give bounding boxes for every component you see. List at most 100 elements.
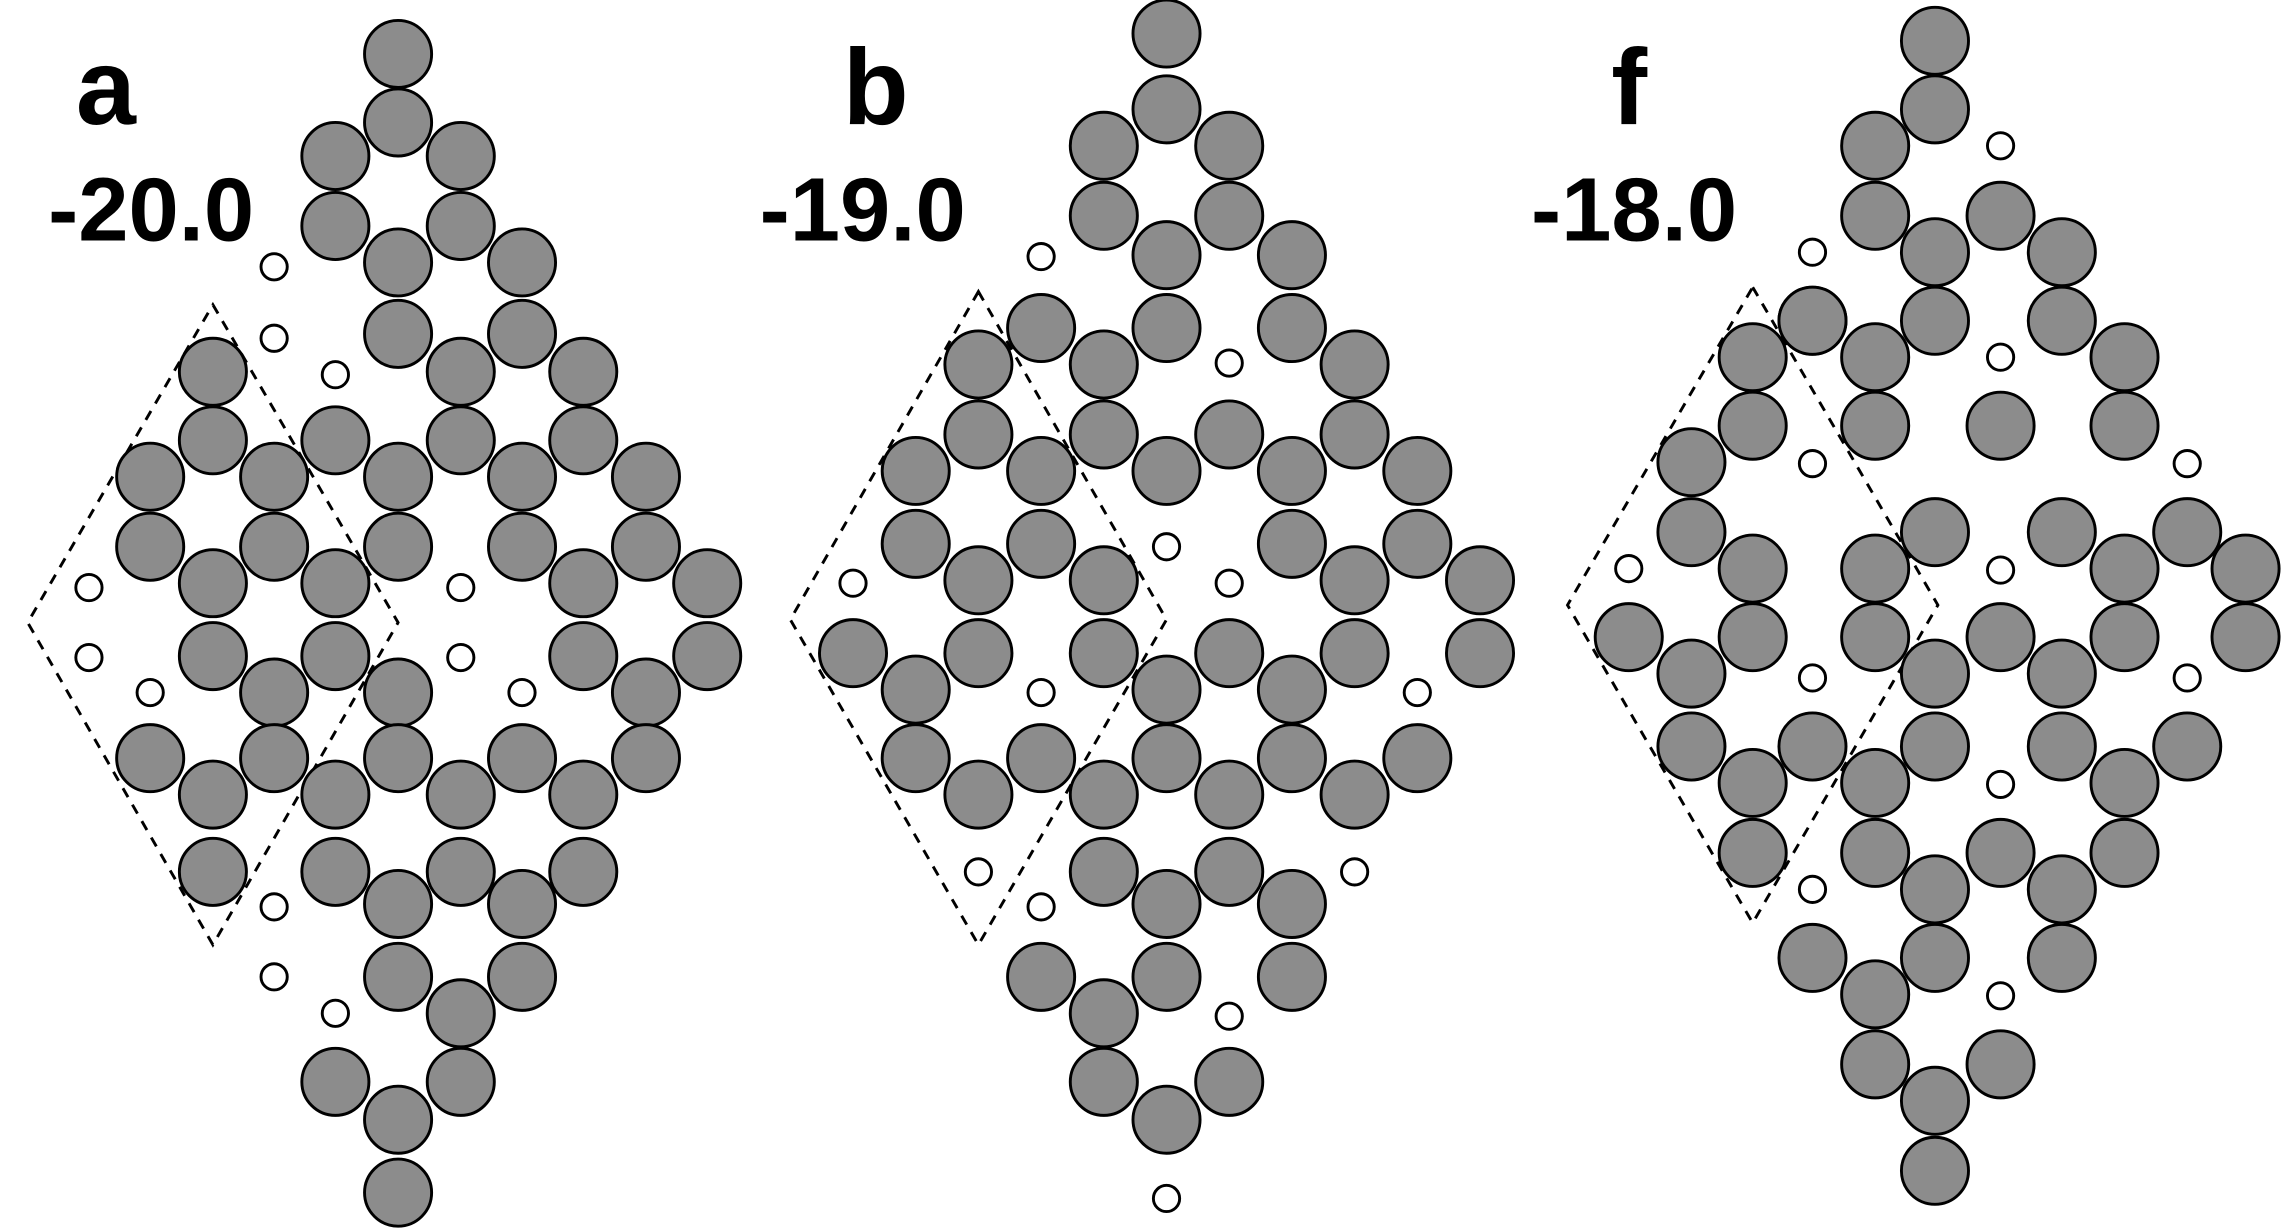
panel-b-atom bbox=[1382, 435, 1453, 506]
panel-a-atom bbox=[425, 336, 496, 407]
panel-f-atom bbox=[1899, 638, 1970, 709]
panel-f-atom bbox=[1717, 533, 1788, 604]
panel-b-atom bbox=[1131, 74, 1202, 145]
panel-a-site bbox=[259, 252, 289, 282]
panel-b-atom bbox=[1131, 723, 1202, 794]
panel-b-structure bbox=[788, 0, 1516, 1214]
panel-f-atom bbox=[2026, 217, 2097, 288]
panel-f-atom bbox=[1899, 1135, 1970, 1206]
panel-f-atom bbox=[1840, 747, 1911, 818]
panel-b-atom bbox=[943, 545, 1014, 616]
panel-f-atom bbox=[1840, 180, 1911, 251]
panel-a-atom bbox=[610, 511, 681, 582]
panel-a-atom bbox=[300, 548, 371, 619]
panel-b-atom bbox=[1256, 654, 1327, 725]
panel-a-site bbox=[259, 323, 289, 353]
panel-b-atom bbox=[1068, 180, 1139, 251]
panel-a-atom bbox=[487, 868, 558, 939]
panel-f-atom bbox=[1899, 1065, 1970, 1136]
panel-f-atom bbox=[2089, 747, 2160, 818]
panel-f-atom bbox=[2152, 497, 2223, 568]
panel-a-energy: -20.0 bbox=[48, 160, 254, 261]
panel-f-atom bbox=[1965, 180, 2036, 251]
panel-a-atom bbox=[115, 723, 186, 794]
panel-a-atom bbox=[610, 441, 681, 512]
panel-f-site bbox=[2172, 449, 2202, 479]
panel-f-atom bbox=[1840, 817, 1911, 888]
panel-b-atom bbox=[1256, 941, 1327, 1012]
panel-a-atom bbox=[487, 511, 558, 582]
panel-a-atom bbox=[300, 836, 371, 907]
panel-a-atom bbox=[672, 548, 743, 619]
panel-b-atom bbox=[1068, 399, 1139, 470]
panel-a-site bbox=[74, 642, 104, 673]
panel-a-letter: a bbox=[76, 26, 137, 147]
panel-a-atom bbox=[300, 1046, 371, 1117]
panel-b-atom bbox=[1006, 435, 1077, 506]
panel-b-atom bbox=[1445, 545, 1516, 616]
panel-a-atom bbox=[363, 18, 434, 89]
panel-a-atom bbox=[487, 441, 558, 512]
panel-a-atom bbox=[177, 405, 248, 476]
panel-b-letter: b bbox=[843, 26, 909, 147]
panel-a-atom bbox=[548, 621, 619, 692]
panel-f-atom bbox=[2026, 638, 2097, 709]
panel-f-atom bbox=[1593, 602, 1664, 673]
panel-a-atom bbox=[425, 121, 496, 191]
panel-b-atom bbox=[1319, 759, 1390, 830]
panel-f-site bbox=[1797, 237, 1828, 267]
panel-b-atom bbox=[1194, 110, 1265, 181]
panel-a-atom bbox=[239, 441, 310, 512]
panel-b-atom bbox=[1256, 293, 1327, 364]
panel-a-site bbox=[320, 360, 350, 390]
panel-a-atom bbox=[300, 759, 371, 830]
panel-f-atom bbox=[2210, 533, 2281, 604]
panel-b-atom bbox=[1319, 618, 1390, 689]
panel-b-site bbox=[1402, 677, 1432, 708]
panel-a-atom bbox=[300, 621, 371, 692]
panel-f-atom bbox=[2026, 854, 2097, 925]
panel-b-site bbox=[1026, 677, 1056, 708]
panel-a-atom bbox=[425, 1046, 496, 1117]
panel-f-site bbox=[1985, 342, 2016, 372]
panel-a-site bbox=[259, 892, 289, 922]
panel-f: f -18.0 bbox=[1531, 5, 2281, 1206]
panel-b-atom bbox=[1194, 180, 1265, 251]
panel-a-atom bbox=[487, 941, 558, 1012]
panel-b-atom bbox=[880, 508, 951, 579]
panel-f-site bbox=[1985, 981, 2016, 1011]
panel-b-site bbox=[1340, 857, 1370, 887]
panel-a-atom bbox=[363, 298, 434, 369]
panel-b-atom bbox=[818, 618, 889, 689]
panel-f-atom bbox=[2026, 285, 2097, 356]
panel-f-atom bbox=[1717, 817, 1788, 888]
panel-f-atom bbox=[1656, 711, 1727, 782]
panel-b-atom bbox=[1131, 868, 1202, 939]
panel-f-structure bbox=[1565, 5, 2281, 1206]
panel-b-atom bbox=[1068, 110, 1139, 181]
panel-f-atom bbox=[1840, 602, 1911, 673]
panel-b-atom bbox=[1131, 293, 1202, 364]
panel-b-atom bbox=[1006, 723, 1077, 794]
panel-a-atom bbox=[548, 836, 619, 907]
panel-a-atom bbox=[672, 621, 743, 692]
panel-a-site bbox=[320, 998, 350, 1028]
panel-b-atom bbox=[1194, 836, 1265, 907]
panel-b-site bbox=[1026, 242, 1056, 272]
panel-f-atom bbox=[1656, 638, 1727, 709]
panel-a-site bbox=[135, 677, 165, 708]
panel-f-atom bbox=[1899, 5, 1970, 76]
panel-b-atom bbox=[880, 654, 951, 725]
panel-b-atom bbox=[1068, 836, 1139, 907]
panel-b-atom bbox=[1131, 1084, 1202, 1155]
panel-a-atom bbox=[177, 336, 248, 407]
panel-f-site bbox=[1614, 554, 1644, 584]
panel-b-atom bbox=[1068, 978, 1139, 1049]
panel-a-atom bbox=[425, 978, 496, 1049]
panel-f-atom bbox=[1965, 1029, 2036, 1100]
panel-a-atom bbox=[363, 868, 434, 939]
panel-b-atom bbox=[1131, 654, 1202, 725]
panel-b-atom bbox=[1256, 435, 1327, 506]
panel-b-site bbox=[1214, 348, 1244, 378]
panel-b-atom bbox=[1319, 545, 1390, 616]
